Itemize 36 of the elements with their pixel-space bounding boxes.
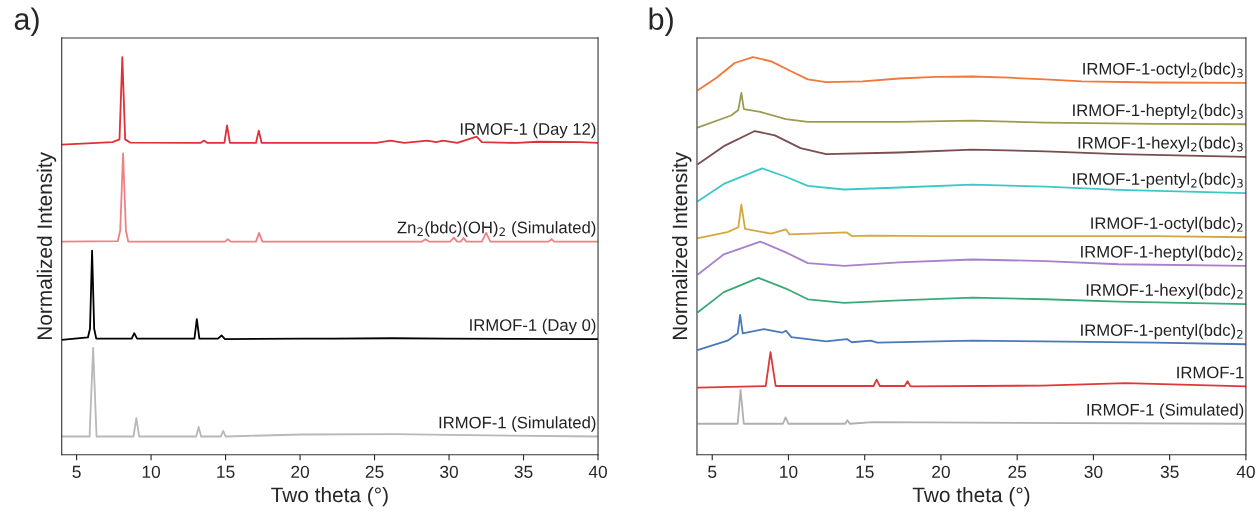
x-tick-label: 5 <box>708 465 717 478</box>
x-tick-label: 35 <box>1160 465 1179 478</box>
series-label: IRMOF-1-pentyl$_{2}$(bdc)$_{3}$ <box>1073 172 1243 189</box>
x-tick-label: 35 <box>514 465 533 478</box>
series-label: IRMOF-1-hexyl$_{2}$(bdc)$_{3}$ <box>1078 136 1243 152</box>
x-tick-label: 15 <box>856 465 874 478</box>
series-label: IRMOF-1-pentyl(bdc)$_{2}$ <box>1081 323 1243 340</box>
x-tick-label: 10 <box>780 465 798 478</box>
series-label: IRMOF-1-heptyl$_{2}$(bdc)$_{3}$ <box>1073 103 1243 120</box>
x-tick-label: 10 <box>142 465 161 478</box>
x-tick-label: 25 <box>1008 465 1027 478</box>
x-tick-label: 15 <box>217 465 235 478</box>
x-tick-label: 30 <box>440 465 459 478</box>
series-label: IRMOF-1-octyl(bdc)$_{2}$ <box>1091 216 1243 233</box>
x-axis-title: Two theta (°) <box>912 486 1030 507</box>
series-label: IRMOF-1-hexyl(bdc)$_{2}$ <box>1086 283 1243 300</box>
y-axis-title: Normalized Intensity <box>672 152 692 340</box>
x-tick-label: 25 <box>365 465 384 478</box>
x-tick-label: 40 <box>1236 465 1255 478</box>
chart-title: a) <box>14 7 39 36</box>
chart-title: b) <box>649 7 673 36</box>
x-tick-label: 20 <box>291 465 310 478</box>
series-label: IRMOF-1 (Simulated) <box>439 416 596 432</box>
series-label: Zn$_{2}$(bdc)(OH)$_{2}$ (Simulated) <box>397 221 596 237</box>
x-axis-title: Two theta (°) <box>271 486 388 507</box>
x-tick-label: 5 <box>72 465 81 478</box>
y-axis-title: Normalized Intensity <box>36 152 57 340</box>
series-label: IRMOF-1 <box>1177 366 1244 379</box>
x-tick-label: 20 <box>932 465 950 478</box>
x-tick-label: 40 <box>588 465 607 478</box>
series-label: IRMOF-1 (Simulated) <box>1087 403 1244 419</box>
x-tick-label: 30 <box>1084 465 1103 478</box>
series-label: IRMOF-1 (Day 12) <box>460 122 596 139</box>
series-label: IRMOF-1-heptyl(bdc)$_{2}$ <box>1081 245 1243 261</box>
series-label: IRMOF-1 (Day 0) <box>470 318 596 335</box>
series-label: IRMOF-1-octyl$_{2}$(bdc)$_{3}$ <box>1083 62 1243 78</box>
